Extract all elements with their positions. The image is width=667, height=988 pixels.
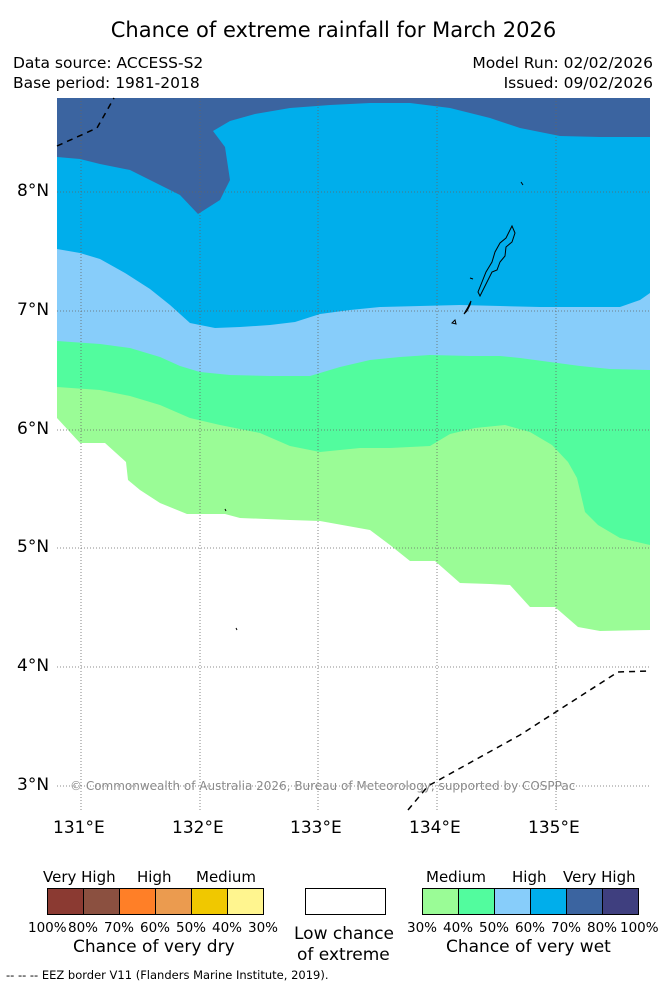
- wet-legend-caption: Chance of very wet: [446, 937, 611, 957]
- dry-swatch-1: [83, 888, 120, 915]
- wet-pct-50: 50%: [479, 920, 510, 936]
- lat-label-3n: 3°N: [17, 775, 50, 795]
- graticule: [57, 98, 650, 812]
- lon-label-133e: 133°E: [290, 818, 342, 838]
- wet-pct-60: 60%: [515, 920, 546, 936]
- dry-swatch-2: [119, 888, 156, 915]
- wet-pct-80: 80%: [587, 920, 618, 936]
- eez-footnote: -- -- -- EEZ border V11 (Flanders Marine…: [6, 968, 329, 982]
- model-run: Model Run: 02/02/2026: [472, 54, 653, 72]
- dry-pct-100: 100%: [28, 920, 67, 936]
- copyright-notice: © Commonwealth of Australia 2026, Bureau…: [70, 779, 576, 793]
- lat-label-4n: 4°N: [17, 656, 50, 676]
- eez-border: [56, 97, 651, 811]
- dry-pct-40: 40%: [212, 920, 243, 936]
- low-legend-line2: of extreme: [297, 945, 390, 965]
- data-source: Data source: ACCESS-S2: [13, 54, 204, 72]
- wet-pct-40: 40%: [443, 920, 474, 936]
- wet-swatch-1: [458, 888, 495, 915]
- wet-swatch-3: [530, 888, 567, 915]
- base-period: Base period: 1981-2018: [13, 74, 200, 92]
- palau-islands: [224, 181, 524, 631]
- lat-label-7n: 7°N: [17, 300, 50, 320]
- dry-legend-caption: Chance of very dry: [73, 937, 235, 957]
- wet-swatch-5: [602, 888, 639, 915]
- wet-swatch-0: [422, 888, 459, 915]
- dry-swatch-3: [155, 888, 192, 915]
- lon-label-134e: 134°E: [409, 818, 461, 838]
- dry-swatch-0: [47, 888, 84, 915]
- lat-label-5n: 5°N: [17, 537, 50, 557]
- lon-label-135e: 135°E: [528, 818, 580, 838]
- wet-pct-100: 100%: [620, 920, 659, 936]
- dry-legend-medium: Medium: [196, 868, 256, 886]
- wet-swatch-2: [494, 888, 531, 915]
- low-chance-swatch: [305, 888, 386, 915]
- wet-pct-70: 70%: [551, 920, 582, 936]
- low-legend-line1: Low chance: [294, 924, 394, 944]
- lon-label-132e: 132°E: [172, 818, 224, 838]
- dry-legend-high: High: [137, 868, 172, 886]
- dry-swatch-5: [227, 888, 264, 915]
- map-title: Chance of extreme rainfall for March 202…: [110, 18, 557, 42]
- lat-label-8n: 8°N: [17, 181, 50, 201]
- dry-pct-30: 30%: [248, 920, 279, 936]
- lat-label-6n: 6°N: [17, 419, 50, 439]
- dry-pct-50: 50%: [176, 920, 207, 936]
- dry-swatch-4: [191, 888, 228, 915]
- wet-legend-high: High: [512, 868, 547, 886]
- dry-legend-very-high: Very High: [43, 868, 116, 886]
- zone-very-high-wet-70-80: [57, 98, 650, 214]
- dry-pct-70: 70%: [104, 920, 135, 936]
- issued-date: Issued: 09/02/2026: [503, 74, 653, 92]
- wet-pct-30: 30%: [407, 920, 438, 936]
- wet-legend-medium: Medium: [426, 868, 486, 886]
- wet-swatch-4: [566, 888, 603, 915]
- wet-legend-very-high: Very High: [563, 868, 636, 886]
- dry-pct-80: 80%: [68, 920, 99, 936]
- dry-pct-60: 60%: [140, 920, 171, 936]
- lon-label-131e: 131°E: [53, 818, 105, 838]
